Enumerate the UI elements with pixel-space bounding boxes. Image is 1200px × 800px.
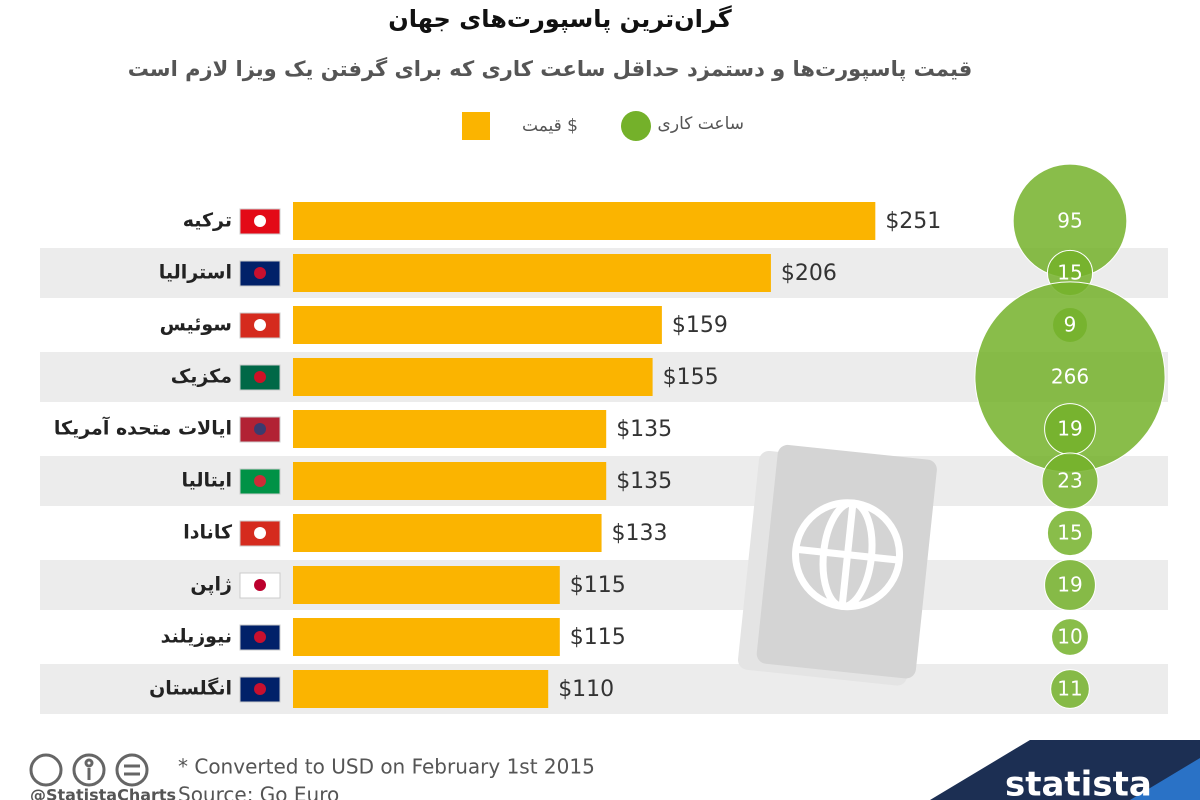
value-label: $135	[616, 417, 672, 442]
bubble-label: 11	[1057, 677, 1082, 701]
legend-label: ساعت کاری	[658, 114, 744, 134]
legend-swatch	[462, 112, 490, 140]
source: Source: Go Euro	[178, 783, 339, 800]
category-label: کانادا	[183, 522, 233, 544]
bubbles: 95 15 9 266 19 23 15 19 10 11	[974, 163, 1166, 709]
bubble-label: 10	[1057, 625, 1082, 649]
bubble-label: 23	[1057, 469, 1082, 493]
chart-title: گران‌ترین پاسپورت‌های جهان	[388, 5, 732, 33]
bubble-label: 266	[1051, 365, 1089, 389]
category-label: ایالات متحده آمریکا	[54, 416, 232, 440]
chart-subtitle: قیمت پاسپورت‌ها و دستمزد حداقل ساعت کاری…	[128, 56, 973, 81]
flag-emblem	[254, 527, 266, 539]
flag-emblem	[254, 423, 266, 435]
flag-emblem	[254, 267, 266, 279]
bar	[293, 306, 662, 344]
flag-emblem	[254, 579, 266, 591]
credit: @StatistaCharts	[30, 786, 176, 800]
category-label: ایتالیا	[181, 470, 232, 492]
bubble-label: 15	[1057, 521, 1082, 545]
value-label: $251	[885, 209, 941, 234]
legend-swatch	[621, 111, 651, 141]
bar	[293, 202, 876, 240]
cc-icons	[29, 753, 149, 787]
bubble	[1041, 452, 1099, 510]
value-label: $115	[570, 573, 626, 598]
value-label: $206	[781, 261, 837, 286]
value-label: $155	[663, 365, 719, 390]
bar	[293, 514, 602, 552]
value-label: $110	[558, 677, 614, 702]
flag-emblem	[254, 631, 266, 643]
flag-emblem	[254, 319, 266, 331]
bar	[293, 462, 607, 500]
flag-emblem	[254, 371, 266, 383]
row-band	[40, 560, 1168, 610]
bubble-label: 95	[1057, 209, 1082, 233]
value-label: $115	[570, 625, 626, 650]
bubble-label: 19	[1057, 573, 1082, 597]
category-label: استرالیا	[159, 262, 232, 284]
bubble	[1044, 559, 1096, 611]
row-band	[40, 664, 1168, 714]
category-label: ترکیه	[183, 210, 232, 232]
brand-accent	[1130, 758, 1200, 800]
rows: ترکیه $251 استرالیا $206 سوئیس $159 مکزیک $155 ا…	[54, 202, 941, 708]
category-label: مکزیک	[171, 366, 232, 388]
bubble-label: 15	[1057, 261, 1082, 285]
bubble-label: 9	[1064, 313, 1077, 337]
bar	[293, 618, 560, 656]
brand-band	[930, 740, 1200, 800]
value-label: $159	[672, 313, 728, 338]
globe	[792, 499, 904, 611]
bubble	[1051, 618, 1089, 656]
flag-emblem	[254, 475, 266, 487]
passport-icon	[737, 444, 937, 686]
value-label: $133	[612, 521, 668, 546]
value-label: $135	[616, 469, 672, 494]
bar	[293, 670, 549, 708]
category-label: نیوزیلند	[161, 626, 232, 648]
bar	[293, 410, 607, 448]
bubble	[1050, 669, 1090, 709]
bubble	[1046, 509, 1094, 557]
category-label: انگلستان	[149, 677, 232, 700]
legend: $ قیمت ساعت کاری	[462, 111, 744, 141]
bar	[293, 358, 653, 396]
bar	[293, 254, 771, 292]
flag-emblem	[254, 683, 266, 695]
flag-emblem	[254, 215, 266, 227]
bubble-label: 19	[1057, 417, 1082, 441]
footnote: * Converted to USD on February 1st 2015	[178, 755, 595, 779]
category-label: ژاپن	[190, 574, 232, 596]
legend-label: $ قیمت	[522, 116, 578, 136]
bar	[293, 566, 560, 604]
category-label: سوئیس	[160, 314, 232, 336]
brand: statista	[1005, 765, 1152, 800]
